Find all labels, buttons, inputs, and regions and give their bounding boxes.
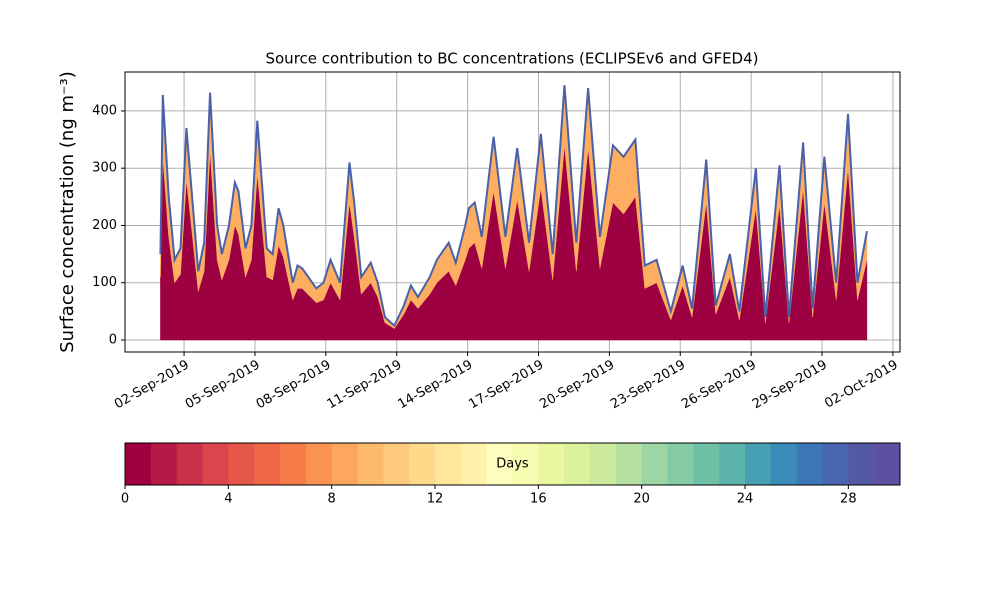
colorbar-segment xyxy=(693,443,720,485)
colorbar-tick-label: 28 xyxy=(840,492,857,507)
x-tick-label: 26-Sep-2019 xyxy=(679,358,759,413)
colorbar-tick-label: 4 xyxy=(224,492,232,507)
colorbar-segment xyxy=(254,443,281,485)
chart-title: Source contribution to BC concentrations… xyxy=(265,50,758,68)
x-tick-label: 11-Sep-2019 xyxy=(325,358,405,413)
colorbar-segment xyxy=(305,443,333,485)
colorbar-segment xyxy=(228,443,255,485)
colorbar-tick-label: 8 xyxy=(328,492,336,507)
y-tick-label: 200 xyxy=(92,218,117,233)
y-axis-label: Surface concentration (ng m⁻³) xyxy=(57,71,78,353)
colorbar-segment xyxy=(796,443,823,485)
x-tick-label: 08-Sep-2019 xyxy=(254,358,334,413)
x-tick-label: 23-Sep-2019 xyxy=(608,358,688,413)
colorbar-segment xyxy=(512,443,539,485)
plot-frame xyxy=(124,71,901,353)
colorbar-segment xyxy=(150,443,178,485)
colorbar-tick-label: 0 xyxy=(121,492,129,507)
y-tick-label: 300 xyxy=(92,161,117,176)
colorbar-tick-label: 16 xyxy=(530,492,547,507)
colorbar-segment xyxy=(590,443,617,485)
colorbar-segment xyxy=(202,443,229,485)
y-tick-label: 100 xyxy=(92,275,117,290)
colorbar-segment xyxy=(615,443,643,485)
colorbar-segment xyxy=(435,443,462,485)
x-tick-label: 14-Sep-2019 xyxy=(396,358,476,413)
colorbar-segment xyxy=(667,443,694,485)
colorbar-segment xyxy=(770,443,798,485)
colorbar-segment xyxy=(719,443,746,485)
colorbar-segment xyxy=(280,443,307,485)
x-tick-label: 20-Sep-2019 xyxy=(537,358,617,413)
colorbar-tick-label: 20 xyxy=(633,492,650,507)
colorbar-segment xyxy=(409,443,436,485)
colorbar-segment xyxy=(176,443,203,485)
y-tick-label: 400 xyxy=(92,103,117,118)
colorbar-segment xyxy=(383,443,410,485)
colorbar-tick-label: 24 xyxy=(737,492,754,507)
colorbar-segment xyxy=(125,443,152,485)
x-tick-label: 02-Sep-2019 xyxy=(112,358,192,413)
colorbar-segment xyxy=(538,443,565,485)
colorbar-tick-label: 12 xyxy=(427,492,444,507)
colorbar-segment xyxy=(460,443,488,485)
x-tick-label: 05-Sep-2019 xyxy=(183,358,263,413)
outline xyxy=(159,85,868,328)
colorbar-segment xyxy=(564,443,591,485)
colorbar-segment xyxy=(745,443,772,485)
colorbar-frame xyxy=(124,442,901,486)
colorbar-label: Days xyxy=(496,457,529,472)
colorbar-segment xyxy=(874,443,901,485)
colorbar-segment xyxy=(822,443,849,485)
colorbar-segment xyxy=(486,443,513,485)
colorbar-segment xyxy=(641,443,668,485)
x-tick-label: 29-Sep-2019 xyxy=(750,358,830,413)
colorbar-segment xyxy=(331,443,358,485)
x-tick-label: 17-Sep-2019 xyxy=(466,358,546,413)
colorbar-segment xyxy=(848,443,875,485)
colorbar-segment xyxy=(357,443,384,485)
x-tick-label: 02-Oct-2019 xyxy=(822,358,900,412)
y-tick-label: 0 xyxy=(109,332,117,347)
